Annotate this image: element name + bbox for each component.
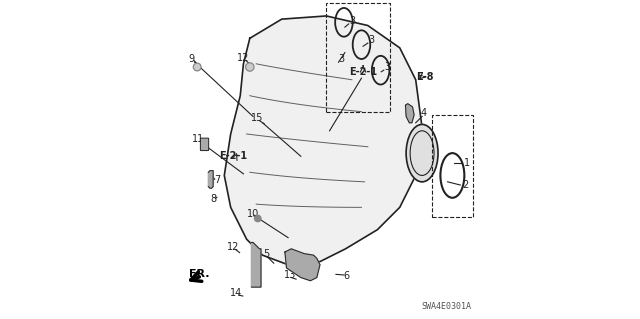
Text: 1: 1 [463,158,470,168]
Text: 7: 7 [214,175,220,185]
Circle shape [247,64,253,70]
Text: FR.: FR. [189,269,210,279]
Text: 3: 3 [384,62,390,72]
Text: 14: 14 [230,288,243,299]
Text: 13: 13 [284,270,296,280]
Text: 3: 3 [368,35,374,45]
Text: 12: 12 [237,53,249,63]
Text: 8: 8 [211,194,217,204]
Circle shape [193,63,201,71]
Text: 15: 15 [251,113,263,123]
Text: 5: 5 [263,249,269,259]
Text: 3: 3 [339,54,345,64]
Text: SWA4E0301A: SWA4E0301A [422,302,472,311]
Circle shape [195,64,200,70]
Text: 10: 10 [247,209,259,219]
Text: 2: 2 [462,180,468,190]
Text: 6: 6 [343,271,349,281]
Polygon shape [406,104,414,123]
Polygon shape [209,171,213,188]
FancyBboxPatch shape [200,138,209,151]
Text: 3: 3 [349,16,355,26]
Text: E-2-1: E-2-1 [349,67,377,77]
Text: 11: 11 [192,134,204,144]
Text: 9: 9 [189,54,195,64]
Text: E-8: E-8 [417,71,434,82]
Polygon shape [224,16,422,265]
Polygon shape [252,242,261,287]
Circle shape [255,215,261,222]
Text: E-2-1: E-2-1 [219,151,247,161]
Text: 12: 12 [227,242,239,252]
Circle shape [246,63,254,71]
Text: 4: 4 [420,108,427,118]
Polygon shape [285,249,320,281]
Ellipse shape [406,124,438,182]
